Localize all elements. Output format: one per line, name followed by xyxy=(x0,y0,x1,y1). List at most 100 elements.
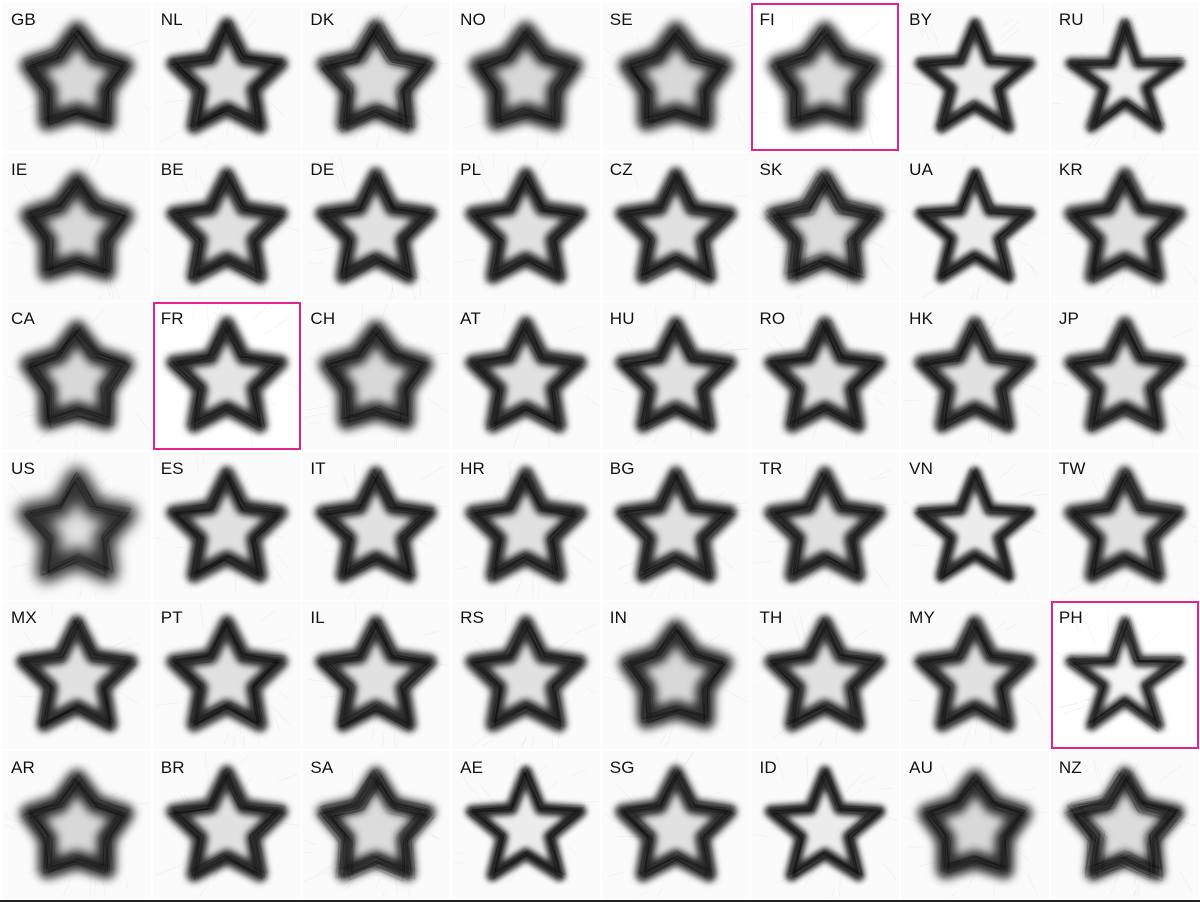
star-cell-ph: PH xyxy=(1050,601,1199,750)
averaged-star-drawing xyxy=(1052,603,1186,738)
star-cell-pl: PL xyxy=(452,152,601,301)
country-code-label: SG xyxy=(609,757,635,777)
averaged-star-drawing xyxy=(156,752,299,897)
averaged-star-drawing xyxy=(454,154,588,292)
country-code-label: IN xyxy=(609,608,628,628)
averaged-star-drawing xyxy=(603,612,748,748)
star-cell-ae: AE xyxy=(452,750,601,899)
country-code-label: RO xyxy=(759,309,786,329)
star-cell-hr: HR xyxy=(452,451,601,600)
averaged-star-drawing xyxy=(454,457,592,598)
country-code-label: MX xyxy=(11,608,37,628)
star-cell-rs: RS xyxy=(452,601,601,750)
star-cell-hk: HK xyxy=(901,302,1050,451)
country-code-label: NZ xyxy=(1058,757,1082,777)
averaged-star-drawing xyxy=(454,5,599,149)
star-cell-ch: CH xyxy=(302,302,451,451)
country-code-label: ES xyxy=(160,458,184,478)
averaged-star-drawing xyxy=(753,612,887,748)
country-code-label: AR xyxy=(11,757,36,777)
averaged-star-drawing xyxy=(463,603,599,748)
star-cell-cz: CZ xyxy=(601,152,750,301)
star-cell-hu: HU xyxy=(601,302,750,451)
star-cell-id: ID xyxy=(751,750,900,899)
bottom-divider xyxy=(0,900,1200,902)
star-cell-il: IL xyxy=(302,601,451,750)
country-code-label: IL xyxy=(310,608,325,628)
averaged-star-drawing xyxy=(309,154,441,299)
country-code-label: AU xyxy=(909,757,934,777)
star-cell-gb: GB xyxy=(3,3,151,151)
averaged-star-drawing xyxy=(603,752,739,897)
star-cell-nl: NL xyxy=(152,3,301,151)
averaged-star-drawing xyxy=(454,755,599,884)
country-code-label: ID xyxy=(759,757,777,777)
averaged-star-drawing xyxy=(308,603,449,748)
star-cell-pt: PT xyxy=(152,601,301,750)
star-cell-vn: VN xyxy=(901,451,1050,600)
country-code-label: KR xyxy=(1058,159,1083,179)
averaged-star-drawing xyxy=(753,168,898,299)
averaged-star-drawing xyxy=(1062,465,1197,595)
country-code-label: DE xyxy=(310,159,335,179)
star-cell-be: BE xyxy=(152,152,301,301)
averaged-star-drawing xyxy=(614,465,748,598)
country-code-label: PT xyxy=(160,608,183,628)
averaged-star-drawing xyxy=(15,603,142,739)
star-cell-ru: RU xyxy=(1050,3,1199,151)
star-cell-nz: NZ xyxy=(1050,750,1199,899)
country-code-label: PL xyxy=(460,159,482,179)
averaged-star-drawing xyxy=(903,17,1038,149)
star-cell-at: AT xyxy=(452,302,601,451)
country-code-label: AE xyxy=(460,757,484,777)
country-code-label: TH xyxy=(759,608,783,628)
averaged-star-drawing xyxy=(15,16,149,149)
country-code-label: BY xyxy=(909,10,933,29)
averaged-star-drawing xyxy=(5,309,149,449)
country-code-label: CH xyxy=(310,309,336,329)
country-code-label: BG xyxy=(609,458,635,478)
country-code-label: BE xyxy=(160,159,184,179)
averaged-star-drawing xyxy=(316,5,449,149)
averaged-star-drawing xyxy=(1052,5,1186,149)
country-code-label: VN xyxy=(909,458,934,478)
country-code-label: HU xyxy=(609,309,635,329)
averaged-star-drawing xyxy=(304,766,441,897)
country-code-label: DK xyxy=(310,10,335,29)
star-cell-ie: IE xyxy=(3,152,151,301)
country-code-label: TR xyxy=(759,458,783,478)
country-code-label: SK xyxy=(759,159,783,179)
star-cell-fi: FI xyxy=(751,3,900,151)
country-code-label: HR xyxy=(460,458,486,478)
country-code-label: TW xyxy=(1058,458,1086,478)
star-cell-de: DE xyxy=(302,152,451,301)
country-code-label: BR xyxy=(160,757,185,777)
averaged-star-drawing xyxy=(764,304,898,449)
averaged-star-drawing xyxy=(1052,315,1197,449)
star-cell-th: TH xyxy=(751,601,900,750)
star-cell-dk: DK xyxy=(302,3,451,151)
country-code-label: CZ xyxy=(609,159,633,179)
averaged-star-drawing xyxy=(5,768,149,897)
country-code-label: RS xyxy=(460,608,485,628)
star-cell-tw: TW xyxy=(1050,451,1199,600)
averaged-star-drawing xyxy=(315,461,449,598)
country-code-label: RU xyxy=(1058,10,1084,29)
star-cell-ca: CA xyxy=(3,302,151,451)
country-code-label: AT xyxy=(460,309,481,329)
star-cell-kr: KR xyxy=(1050,152,1199,301)
averaged-star-drawing xyxy=(154,453,288,592)
star-cell-it: IT xyxy=(302,451,451,600)
averaged-star-drawing xyxy=(165,304,299,449)
star-cell-au: AU xyxy=(901,750,1050,899)
country-code-label: JP xyxy=(1058,309,1080,329)
star-cell-bg: BG xyxy=(601,451,750,600)
averaged-star-drawing xyxy=(603,21,748,149)
averaged-star-drawing xyxy=(903,307,1048,444)
star-cell-by: BY xyxy=(901,3,1050,151)
averaged-star-drawing xyxy=(1063,154,1197,299)
star-cell-sg: SG xyxy=(601,750,750,899)
star-cell-no: NO xyxy=(452,3,601,151)
averaged-star-drawing xyxy=(165,166,299,299)
